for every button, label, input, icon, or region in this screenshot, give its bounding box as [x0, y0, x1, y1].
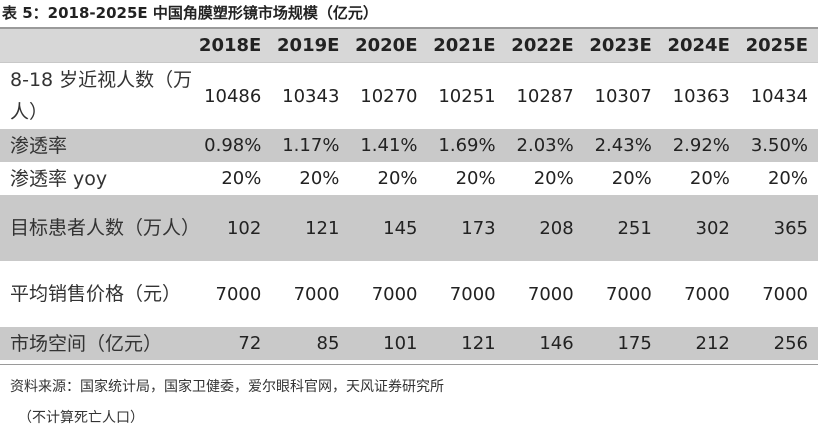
table-cell: 121 — [427, 327, 506, 360]
table-cell: 212 — [661, 327, 740, 360]
row-label: 平均销售价格（元） — [0, 261, 194, 327]
table-row-target-patients: 目标患者人数（万人） 102 121 145 173 208 251 302 3… — [0, 195, 818, 261]
column-header: 2024E — [661, 29, 740, 63]
table-cell: 10287 — [505, 62, 584, 129]
table-cell: 365 — [739, 195, 818, 261]
table-cell: 175 — [583, 327, 662, 360]
table-row-market-size: 市场空间（亿元） 72 85 101 121 146 175 212 256 — [0, 327, 818, 360]
table-bottom-divider — [0, 364, 818, 365]
table-cell: 7000 — [193, 261, 272, 327]
table-cell: 251 — [583, 195, 662, 261]
column-header: 2023E — [583, 29, 662, 63]
table-cell: 102 — [193, 195, 272, 261]
table-cell: 20% — [739, 162, 818, 195]
table-cell: 20% — [349, 162, 428, 195]
source-note: 资料来源：国家统计局，国家卫健委，爱尔眼科官网，天风证券研究所 — [10, 379, 444, 395]
title-divider — [0, 27, 818, 29]
table-cell: 0.98% — [193, 129, 272, 162]
table-cell: 7000 — [427, 261, 506, 327]
table-title: 表 5：2018-2025E 中国角膜塑形镜市场规模（亿元） — [2, 4, 378, 22]
table-cell: 72 — [193, 327, 272, 360]
table-row-myopia-population: 8-18 岁近视人数（万人） 10486 10343 10270 10251 1… — [0, 62, 818, 129]
footnote: （不计算死亡人口） — [18, 410, 144, 426]
table-cell: 20% — [505, 162, 584, 195]
table-cell: 146 — [505, 327, 584, 360]
table-cell: 20% — [193, 162, 272, 195]
table-cell: 10307 — [583, 62, 662, 129]
table-cell: 7000 — [739, 261, 818, 327]
table-cell: 7000 — [661, 261, 740, 327]
table-cell: 10434 — [739, 62, 818, 129]
table-cell: 7000 — [505, 261, 584, 327]
table-row-penetration-yoy: 渗透率 yoy 20% 20% 20% 20% 20% 20% 20% 20% — [0, 162, 818, 195]
table-cell: 2.43% — [583, 129, 662, 162]
table-cell: 121 — [271, 195, 350, 261]
table-cell: 7000 — [583, 261, 662, 327]
table-cell: 20% — [661, 162, 740, 195]
table-cell: 20% — [427, 162, 506, 195]
table-cell: 10270 — [349, 62, 428, 129]
table-cell: 10251 — [427, 62, 506, 129]
table-cell: 20% — [271, 162, 350, 195]
table-cell: 2.92% — [661, 129, 740, 162]
row-label: 目标患者人数（万人） — [0, 195, 194, 261]
column-header: 2025E — [739, 29, 818, 63]
column-header: 2019E — [271, 29, 350, 63]
table-cell: 7000 — [271, 261, 350, 327]
table-cell: 256 — [739, 327, 818, 360]
table-row-average-price: 平均销售价格（元） 7000 7000 7000 7000 7000 7000 … — [0, 261, 818, 327]
table-header-row: 2018E 2019E 2020E 2021E 2022E 2023E 2024… — [0, 29, 818, 63]
table-cell: 7000 — [349, 261, 428, 327]
row-label: 市场空间（亿元） — [0, 327, 194, 360]
table-cell: 3.50% — [739, 129, 818, 162]
table-cell: 302 — [661, 195, 740, 261]
table-cell: 1.17% — [271, 129, 350, 162]
table-cell: 10363 — [661, 62, 740, 129]
row-label: 8-18 岁近视人数（万人） — [0, 62, 194, 129]
table-cell: 208 — [505, 195, 584, 261]
table-cell: 10486 — [193, 62, 272, 129]
header-corner-cell — [0, 29, 194, 63]
column-header: 2021E — [427, 29, 506, 63]
column-header: 2022E — [505, 29, 584, 63]
table-cell: 1.69% — [427, 129, 506, 162]
table-cell: 145 — [349, 195, 428, 261]
market-size-table: 2018E 2019E 2020E 2021E 2022E 2023E 2024… — [0, 29, 818, 360]
table-row-penetration-rate: 渗透率 0.98% 1.17% 1.41% 1.69% 2.03% 2.43% … — [0, 129, 818, 162]
table-cell: 20% — [583, 162, 662, 195]
column-header: 2020E — [349, 29, 428, 63]
row-label: 渗透率 yoy — [0, 162, 194, 195]
table-cell: 101 — [349, 327, 428, 360]
table-cell: 85 — [271, 327, 350, 360]
table-cell: 1.41% — [349, 129, 428, 162]
row-label: 渗透率 — [0, 129, 194, 162]
table-cell: 2.03% — [505, 129, 584, 162]
table-cell: 173 — [427, 195, 506, 261]
column-header: 2018E — [193, 29, 272, 63]
table-cell: 10343 — [271, 62, 350, 129]
